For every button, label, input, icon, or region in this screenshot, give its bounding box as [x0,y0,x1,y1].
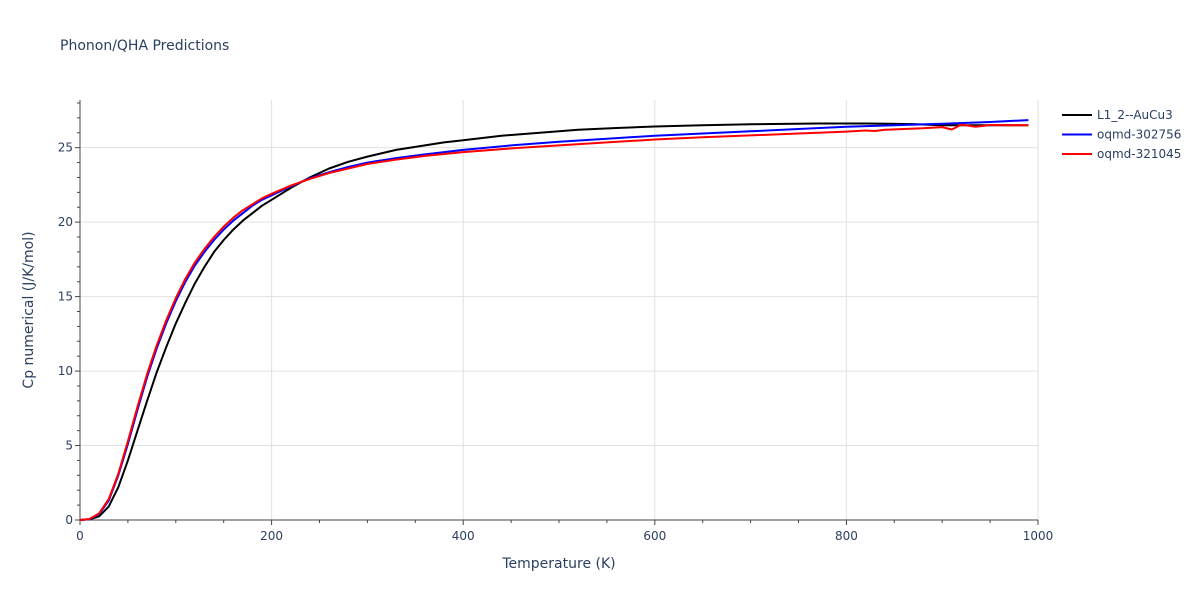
x-tick-label: 600 [643,529,666,543]
series [79,119,1029,521]
chart-title: Phonon/QHA Predictions [60,38,229,54]
legend[interactable]: L1_2--AuCu3 oqmd-302756 oqmd-321045 [1062,108,1181,161]
x-ticks: 0 200 400 600 800 1000 [76,520,1053,543]
series-line-2 [79,119,1029,521]
y-tick-label: 25 [58,141,73,155]
legend-item-3[interactable]: oqmd-321045 [1062,147,1181,161]
y-ticks: 0 5 10 15 20 25 [58,102,80,527]
legend-item-1[interactable]: L1_2--AuCu3 [1062,108,1173,122]
y-tick-label: 10 [58,364,73,378]
y-tick-label: 20 [58,215,73,229]
x-tick-label: 1000 [1023,529,1054,543]
series-line-3 [79,123,1029,521]
y-tick-label: 15 [58,290,73,304]
x-tick-label: 800 [835,529,858,543]
axes [79,100,1038,521]
y-axis-title: Cp numerical (J/K/mol) [21,231,37,388]
x-tick-label: 200 [260,529,283,543]
x-tick-label: 400 [452,529,475,543]
legend-label: oqmd-321045 [1097,147,1181,161]
grid [80,100,1039,520]
y-tick-label: 5 [65,439,73,453]
legend-label: L1_2--AuCu3 [1097,108,1173,122]
legend-item-2[interactable]: oqmd-302756 [1062,128,1181,142]
series-line-1 [79,122,1029,521]
y-tick-label: 0 [65,513,73,527]
legend-label: oqmd-302756 [1097,128,1181,142]
x-axis-title: Temperature (K) [501,556,615,572]
x-tick-label: 0 [76,529,84,543]
